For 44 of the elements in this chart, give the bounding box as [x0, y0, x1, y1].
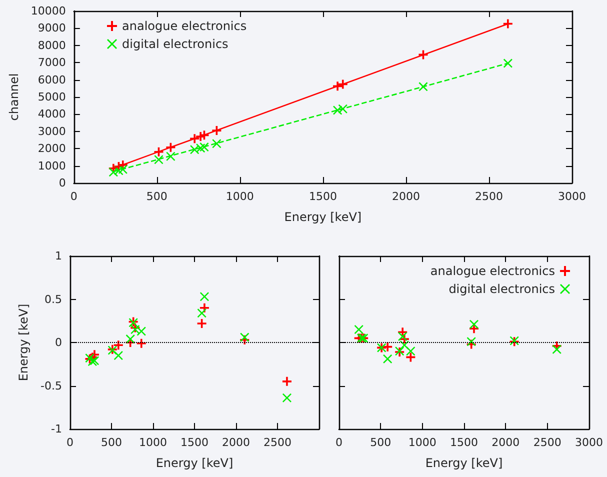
x-tick-label: 1500	[308, 190, 337, 203]
y-tick-label: 6000	[38, 73, 66, 86]
x-tick-label: 2500	[474, 190, 503, 203]
x-tick-label: 500	[370, 436, 392, 449]
y-tick-label: 9000	[38, 22, 66, 35]
x-tick-label: 3000	[558, 190, 586, 203]
y-tick-label: 7000	[38, 56, 66, 70]
x-tick-label: 500	[146, 190, 168, 203]
y-tick-label: 1000	[38, 159, 66, 172]
y-tick-label: 0.5	[44, 292, 62, 306]
legend-label: analogue electronics	[430, 264, 555, 278]
x-axis-title: Energy [keV]	[156, 456, 234, 470]
y-tick-label: 2000	[38, 142, 66, 156]
x-tick-label: 1500	[180, 436, 208, 449]
y-tick-label: -0.5	[40, 379, 62, 392]
x-axis-title: Energy [keV]	[284, 210, 362, 224]
y-tick-label: 8000	[38, 38, 66, 52]
x-tick-label: 2500	[264, 436, 292, 449]
x-tick-label: 1000	[139, 436, 167, 449]
x-tick-label: 0	[336, 436, 342, 449]
y-axis-title: Energy [keV]	[16, 304, 31, 382]
y-axis-title: channel	[7, 73, 21, 121]
x-tick-label: 2000	[392, 190, 420, 203]
x-tick-label: 2000	[492, 436, 520, 449]
x-tick-label: 1000	[408, 436, 436, 449]
y-tick-label: 0	[55, 336, 62, 349]
y-tick-label: 3000	[38, 124, 66, 138]
legend-label: analogue electronics	[122, 19, 247, 33]
x-tick-label: 1500	[450, 436, 478, 449]
y-tick-label: -1	[51, 422, 62, 436]
x-tick-label: 1000	[226, 190, 254, 203]
y-tick-label: 10000	[30, 4, 66, 18]
x-tick-label: 3000	[575, 436, 603, 449]
y-tick-label: 0	[58, 176, 66, 190]
x-tick-label: 2500	[533, 436, 562, 449]
x-tick-label: 2000	[222, 436, 250, 449]
x-tick-label: 500	[101, 436, 122, 449]
x-axis-title: Energy [keV]	[425, 456, 503, 470]
y-tick-label: 4000	[38, 108, 66, 121]
legend-label: digital electronics	[122, 37, 228, 51]
x-tick-label: 0	[70, 190, 78, 203]
y-tick-label: 1	[55, 250, 62, 262]
legend-label: digital electronics	[448, 282, 555, 296]
y-tick-label: 5000	[38, 90, 66, 104]
